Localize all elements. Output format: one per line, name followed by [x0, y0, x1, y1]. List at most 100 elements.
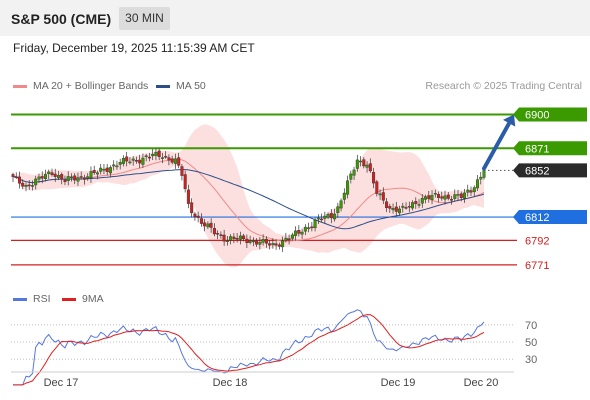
candle-body — [466, 189, 470, 193]
candle-body — [14, 176, 18, 178]
candle-body — [463, 192, 467, 199]
forecast-arrow-head — [503, 114, 516, 127]
candle-body — [365, 164, 369, 168]
candle-body — [281, 240, 285, 248]
candle — [57, 171, 61, 181]
candle — [300, 228, 304, 239]
candle-body — [407, 206, 411, 208]
candle-body — [138, 159, 142, 164]
candle-body — [99, 167, 103, 172]
candle-body — [53, 173, 57, 177]
level-label-6900: 6900 — [525, 109, 549, 121]
candle-body — [342, 192, 346, 200]
candle — [378, 189, 382, 200]
candle — [342, 188, 346, 205]
candle — [190, 198, 194, 218]
candle-body — [89, 171, 93, 179]
timestamp: Friday, December 19, 2025 11:15:39 AM CE… — [13, 41, 255, 55]
candle-body — [300, 231, 304, 235]
candle — [466, 184, 470, 197]
candle-body — [271, 243, 275, 246]
candle — [99, 163, 103, 175]
candle — [251, 237, 255, 247]
candle — [287, 234, 291, 245]
candle-body — [216, 233, 220, 235]
legend-9ma-label: 9MA — [82, 293, 104, 305]
candle — [245, 234, 249, 248]
candle-body — [359, 160, 363, 163]
candle-body — [154, 152, 158, 156]
candle — [411, 200, 415, 211]
candle — [44, 169, 48, 182]
candle-body — [73, 175, 77, 181]
candle — [401, 202, 405, 213]
candle — [95, 170, 99, 180]
candle-body — [219, 234, 223, 236]
candle-body — [316, 217, 320, 220]
candle-body — [469, 190, 473, 193]
candle — [79, 171, 83, 180]
candle-body — [82, 177, 86, 180]
level-tag-6900 — [513, 107, 587, 122]
candle-body — [118, 161, 122, 165]
candle-body — [27, 184, 31, 187]
candle — [118, 158, 122, 170]
candle — [469, 186, 473, 197]
candle — [34, 175, 38, 190]
candle-body — [411, 202, 415, 209]
candle-body — [60, 174, 64, 180]
candle-body — [115, 165, 119, 168]
candle-body — [307, 227, 311, 229]
candle — [112, 160, 116, 171]
candle — [86, 173, 90, 181]
candle-body — [31, 185, 35, 187]
candle-body — [258, 241, 262, 245]
candle-body — [355, 159, 359, 169]
legend-9ma: 9MA — [62, 293, 104, 305]
x-tick-label: Dec 19 — [381, 377, 416, 389]
candle — [141, 153, 145, 168]
candle-body — [222, 234, 226, 242]
candle — [115, 160, 119, 170]
candle-body — [287, 238, 291, 240]
candle — [359, 156, 363, 167]
candle — [21, 179, 25, 190]
candle-body — [141, 157, 145, 165]
candle — [281, 236, 285, 252]
candle-body — [47, 171, 51, 174]
candle — [381, 187, 385, 204]
candle — [248, 235, 252, 245]
candle-body — [437, 194, 441, 198]
candle — [352, 166, 356, 180]
candle — [326, 212, 330, 220]
level-tag-6852 — [513, 163, 587, 178]
x-tick-label: Dec 20 — [464, 377, 499, 389]
candle — [102, 163, 106, 175]
candle — [196, 211, 200, 223]
candle — [242, 233, 246, 242]
candle-body — [310, 226, 314, 229]
candle-body — [456, 194, 460, 196]
candle — [310, 221, 314, 232]
candle-body — [209, 222, 213, 228]
x-tick-label: Dec 18 — [213, 377, 248, 389]
interval-button[interactable]: 30 MIN — [119, 7, 170, 30]
candle-body — [385, 201, 389, 208]
candle — [274, 239, 278, 250]
candle — [53, 168, 57, 182]
candle-body — [251, 240, 255, 243]
candle — [238, 231, 242, 245]
candle — [138, 154, 142, 169]
candle — [128, 156, 132, 165]
level-labels-layer: 6900 6871 6852 6812 6792 6771 — [513, 107, 587, 272]
candle — [105, 163, 109, 176]
candle — [24, 182, 28, 192]
legend-ma50: MA 50 — [156, 80, 206, 92]
candle-body — [284, 237, 288, 241]
candle — [40, 171, 44, 184]
candle-body — [24, 184, 28, 187]
candle-body — [102, 168, 106, 171]
candle-body — [326, 214, 330, 218]
rsi-tick-50: 50 — [525, 337, 537, 349]
